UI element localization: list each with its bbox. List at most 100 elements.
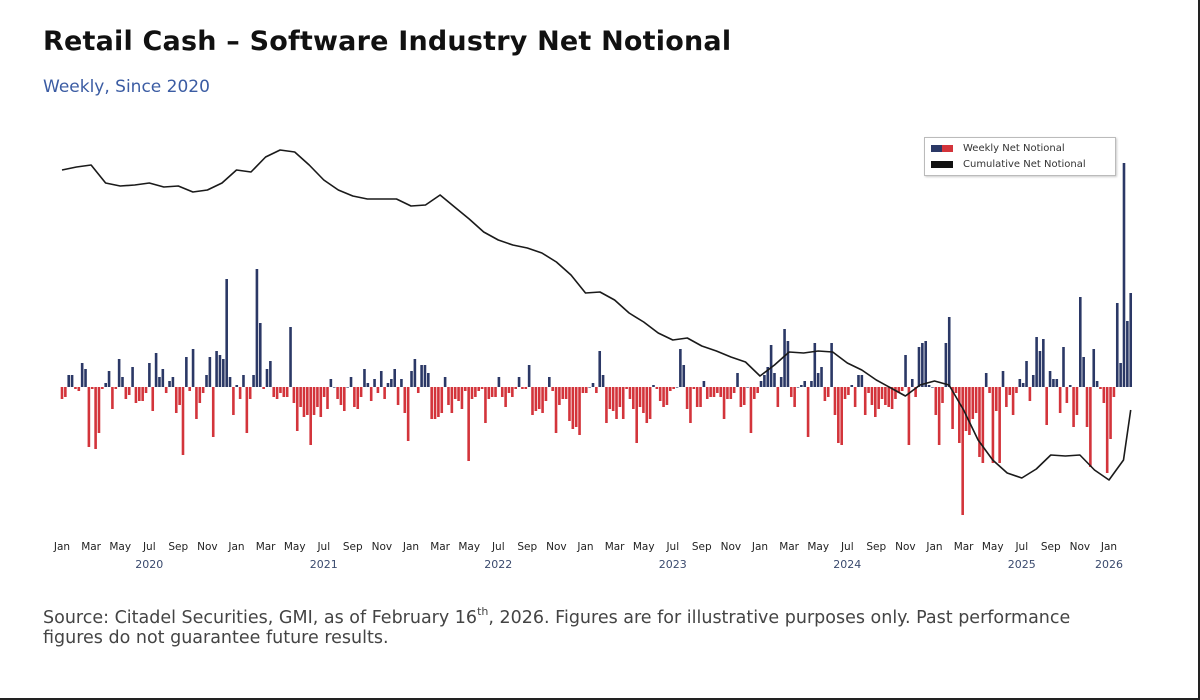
x-year-label: 2026	[1095, 558, 1123, 571]
bar-negative	[753, 387, 756, 399]
x-tick-label: Jan	[751, 541, 768, 553]
bar-negative	[60, 387, 64, 399]
bar-negative	[709, 387, 712, 397]
bar-negative	[705, 387, 709, 399]
bar-negative	[874, 387, 877, 417]
bar-negative	[981, 387, 985, 463]
bar-positive	[591, 383, 595, 387]
x-tick-label: Sep	[168, 541, 188, 553]
bar-negative	[994, 387, 998, 411]
bar-negative	[890, 387, 894, 409]
bar-positive	[984, 373, 988, 387]
bar-positive	[228, 377, 232, 387]
bar-positive	[242, 375, 245, 387]
x-tick-label: Mar	[779, 541, 799, 553]
bar-negative	[1028, 387, 1032, 401]
bar-positive	[1018, 379, 1022, 387]
bar-positive	[148, 363, 151, 387]
bar-negative	[837, 387, 840, 443]
bar-positive	[598, 351, 602, 387]
x-tick-label: Jul	[491, 541, 505, 553]
bar-negative	[793, 387, 796, 407]
bar-positive	[927, 385, 931, 387]
bar-negative	[97, 387, 101, 433]
bar-negative	[282, 387, 286, 397]
bar-positive	[379, 371, 383, 387]
bar-negative	[847, 387, 850, 395]
x-tick-label: Mar	[81, 541, 101, 553]
bar-negative	[699, 387, 702, 407]
bar-negative	[719, 387, 722, 397]
bar-positive	[225, 279, 228, 387]
bar-positive	[763, 375, 766, 387]
bar-positive	[1115, 303, 1119, 387]
bar-negative	[870, 387, 874, 405]
bar-negative	[339, 387, 343, 405]
bar-negative	[991, 387, 995, 463]
bar-negative	[453, 387, 457, 399]
x-tick-label: Nov	[721, 541, 742, 553]
bar-positive	[1082, 357, 1085, 387]
bar-positive	[1126, 321, 1129, 387]
bar-positive	[548, 377, 551, 387]
bar-negative	[863, 387, 867, 415]
x-tick-label: Jan	[925, 541, 942, 553]
x-tick-label: Sep	[343, 541, 363, 553]
bar-negative	[511, 387, 514, 397]
bar-positive	[289, 327, 292, 387]
bar-negative	[853, 387, 857, 407]
bar-positive	[84, 369, 87, 387]
bar-negative	[164, 387, 168, 393]
bar-negative	[248, 387, 252, 399]
bar-negative	[144, 387, 148, 393]
bar-negative	[322, 387, 326, 397]
bar-positive	[70, 375, 74, 387]
bar-negative	[826, 387, 830, 397]
bar-positive	[736, 373, 739, 387]
bar-negative	[971, 387, 975, 419]
x-tick-label: Jan	[227, 541, 244, 553]
bar-negative	[396, 387, 400, 405]
bar-negative	[806, 387, 810, 437]
bar-negative	[359, 387, 363, 397]
bar-negative	[692, 387, 696, 389]
bar-negative	[900, 387, 904, 391]
bar-positive	[410, 371, 413, 387]
bar-negative	[1112, 387, 1116, 397]
bar-negative	[64, 387, 67, 397]
bar-negative	[1075, 387, 1079, 415]
bar-positive	[218, 355, 222, 387]
bar-positive	[1055, 379, 1059, 387]
x-axis-years: 2020 2021 2022 2023 2024 2025 2026	[135, 558, 1123, 571]
bar-positive	[1042, 339, 1045, 387]
bar-negative	[937, 387, 941, 445]
x-tick-label: Jan	[53, 541, 70, 553]
bar-positive	[1025, 361, 1028, 387]
legend-item-cumulative: Cumulative Net Notional	[931, 157, 1086, 171]
bar-positive	[161, 369, 165, 387]
bar-negative	[490, 387, 494, 397]
bar-positive	[904, 355, 907, 387]
weekly-bars	[60, 163, 1133, 515]
bar-negative	[1102, 387, 1106, 403]
bar-negative	[178, 387, 181, 405]
bar-negative	[658, 387, 662, 401]
bar-negative	[1085, 387, 1089, 427]
bar-positive	[850, 385, 854, 387]
bar-negative	[514, 387, 517, 389]
bar-negative	[561, 387, 565, 399]
bar-positive	[601, 375, 605, 387]
bar-negative	[1058, 387, 1062, 413]
bar-positive	[222, 359, 225, 387]
bar-negative	[211, 387, 215, 437]
x-tick-label: Nov	[372, 541, 393, 553]
bar-positive	[517, 377, 521, 387]
bar-negative	[988, 387, 991, 393]
x-tick-label: Mar	[954, 541, 974, 553]
bar-negative	[584, 387, 588, 393]
x-tick-label: Sep	[1041, 541, 1061, 553]
bar-negative	[695, 387, 699, 407]
x-tick-label: Jul	[840, 541, 854, 553]
bar-negative	[574, 387, 578, 427]
bar-positive	[830, 343, 833, 387]
